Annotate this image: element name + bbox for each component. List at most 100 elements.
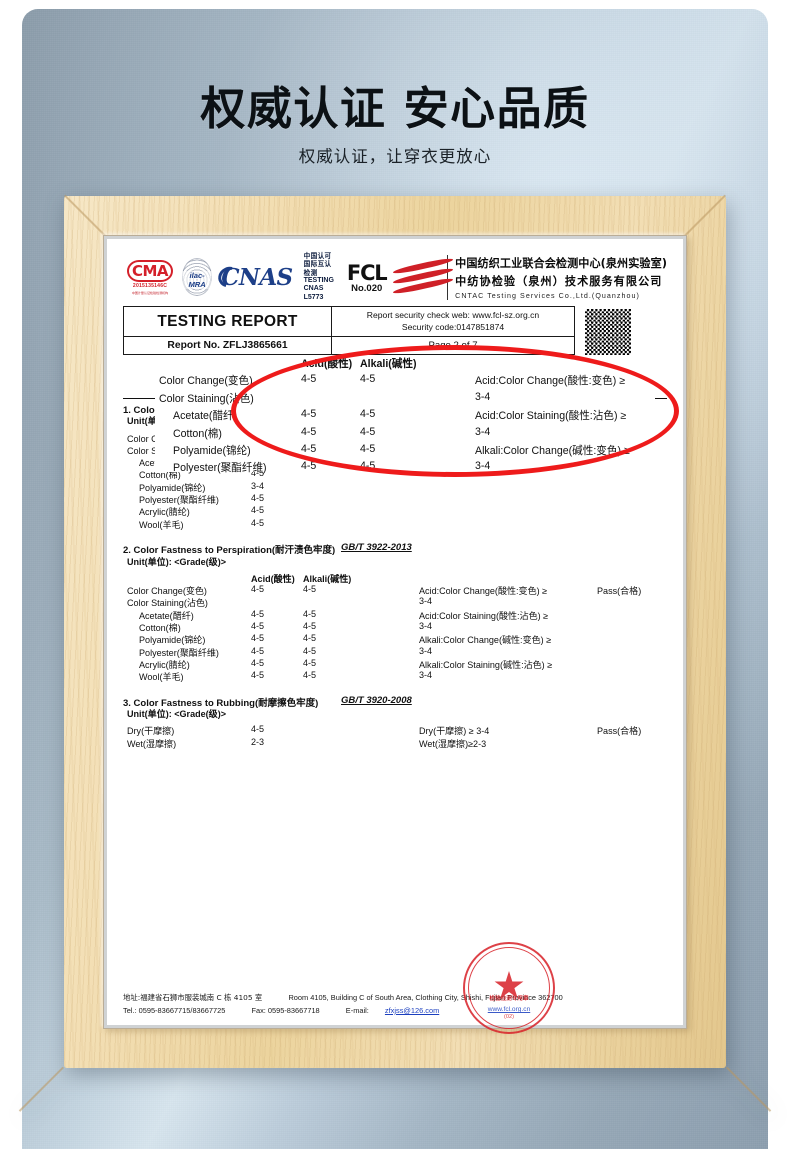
row-value-2: 4-5	[303, 608, 317, 619]
row-spacer	[123, 530, 667, 542]
row-spacer	[123, 683, 667, 695]
section-heading: 3. Color Fastness to Rubbing(耐摩擦色牢度) GB/T…	[123, 694, 667, 709]
row-label: Color Change(变色)	[159, 375, 253, 388]
seal-sub-text: 检验检测专用章	[489, 996, 529, 1002]
certificate-paper: CMA 2015135146C 中国计量认证检验检测机构 ilac-MRA CN…	[107, 239, 683, 1034]
row-value-1: 4-5	[251, 608, 265, 619]
result-row: Color Change(变色) 4-5 4-5 Acid:Color Change(…	[123, 584, 667, 596]
official-seal: 检验检测专用章 www.fcl.org.cn (02)	[463, 942, 555, 1034]
cnas-logo: CNAS	[214, 262, 293, 291]
row-requirement: 3-4	[475, 425, 491, 438]
cnas-cn-line3: 检测	[303, 268, 318, 277]
row-label: Acetate(醋纤)	[173, 410, 238, 423]
page-subheadline: 权威认证，让穿衣更放心	[298, 147, 492, 166]
row-value-2: 4-5	[360, 373, 376, 386]
org-name-cn-1: 中国纺织工业联合会检测中心(泉州实验室)	[455, 256, 667, 270]
result-row: Wool(羊毛) 4-5 4-5 3-4	[123, 670, 667, 682]
row-value-2: 4-5	[360, 425, 376, 438]
row-value-1: 4-5	[251, 670, 265, 681]
row-requirement: 3-4	[419, 645, 433, 656]
unit-label: Unit(单位): <Grade(级)>	[127, 709, 227, 720]
report-number-cell: Report No. ZFLJ3865661	[123, 336, 332, 355]
section-standard: GB/T 3922-2013	[341, 542, 412, 554]
section-standard: GB/T 3920-2008	[341, 694, 412, 706]
row-requirement: Alkali:Color Change(碱性:变色) ≥	[419, 635, 552, 646]
cnas-en-testing: TESTING	[303, 277, 334, 284]
callout-sub-headers: Acid(酸性) Alkali(碱性)	[155, 356, 655, 373]
row-value-2: 4-5	[303, 657, 317, 668]
footer-contact-line: Tel.: 0595-83667715/83667725 Fax: 0595-8…	[123, 1006, 667, 1015]
cma-logo: CMA 2015135146C 中国计量认证检验检测机构	[127, 259, 174, 295]
row-value-2: 4-5	[303, 621, 317, 632]
row-requirement: Acid:Color Change(酸性:变色) ≥	[475, 375, 626, 388]
row-value-1: 4-5	[251, 493, 265, 504]
callout-result-row: Acetate(醋纤) 4-5 4-5 Acid:Color Staining(酸性:…	[155, 408, 655, 425]
section-title: 2. Color Fastness to Perspiration(耐汗渍色牢度…	[123, 545, 336, 557]
document-footer: 地址:福建省石狮市服装城南 C 栋 4105 室 Room 4105, Buil…	[123, 992, 667, 1015]
row-value-1: 3-4	[251, 480, 265, 491]
row-value-2: 4-5	[303, 633, 317, 644]
row-value-1: 2-3	[251, 736, 265, 747]
row-label: Wool(羊毛)	[139, 672, 184, 683]
cnas-cn-line1: 中国认可	[303, 252, 332, 261]
section-unit: Unit(单位): <Grade(级)>	[123, 555, 667, 567]
row-label: Cotton(棉)	[173, 427, 222, 440]
row-value-2: 4-5	[303, 645, 317, 656]
row-label: Color Change(变色)	[127, 586, 207, 597]
row-label: Color Staining(沾色)	[159, 392, 254, 405]
row-value-1: 4-5	[251, 633, 265, 644]
footer-address-en: Room 4105, Building C of South Area, Clo…	[288, 993, 563, 1002]
row-value-1: 4-5	[301, 425, 317, 438]
callout-result-row: Color Staining(沾色) 3-4	[155, 391, 655, 408]
footer-email-link[interactable]: zfxjss@126.com	[384, 1006, 440, 1015]
callout-result-row: Polyester(聚酯纤维) 4-5 4-5 3-4	[155, 460, 655, 477]
row-value-2: 4-5	[360, 442, 376, 455]
row-requirement: Acid:Color Staining(酸性:沾色) ≥	[475, 410, 627, 423]
row-requirement: 3-4	[475, 390, 491, 403]
framed-certificate: CMA 2015135146C 中国计量认证检验检测机构 ilac-MRA CN…	[18, 194, 772, 1112]
callout-subhead-alkali: Alkali(碱性)	[360, 358, 417, 370]
row-requirement: 3-4	[419, 670, 433, 681]
row-value-2: 4-5	[360, 460, 376, 473]
row-label: Color Staining(沾色)	[127, 598, 208, 609]
row-label: Polyester(聚酯纤维)	[173, 462, 267, 475]
row-judgement: Pass(合格)	[597, 586, 642, 597]
subhead-acid: Acid(酸性)	[251, 573, 295, 584]
seal-inner-ring	[468, 947, 550, 1029]
security-check-cell: Report security check web: www.fcl-sz.or…	[331, 306, 575, 337]
result-row: Wool(羊毛) 4-5	[123, 518, 667, 530]
row-label: Polyamide(锦纶)	[139, 635, 206, 646]
row-label: Wet(湿摩擦)	[127, 738, 177, 749]
fcl-number: No.020	[351, 282, 383, 294]
result-row: Color Staining(沾色) 3-4	[123, 596, 667, 608]
cma-sublabel: 中国计量认证检验检测机构	[131, 290, 169, 295]
callout-result-row: Color Change(变色) 4-5 4-5 Acid:Color Change(…	[155, 373, 655, 390]
seal-website: www.fcl.org.cn	[487, 1006, 531, 1013]
cnas-code: CNAS L5773	[303, 285, 324, 301]
row-value-1: 4-5	[301, 408, 317, 421]
footer-email-label: E-mail:	[345, 1006, 369, 1015]
row-value-1: 4-5	[251, 584, 265, 595]
row-requirement: Alkali:Color Staining(碱性:沾色) ≥	[419, 659, 553, 670]
row-value-1: 4-5	[251, 621, 265, 632]
table-row: TESTING REPORT Report security check web…	[123, 306, 575, 337]
frame-mitre-top-right	[680, 194, 726, 240]
row-label: Cotton(棉)	[139, 470, 181, 481]
cnas-accreditation-text: 中国认可 国际互认 检测 TESTING CNAS L5773	[304, 252, 334, 302]
row-value-2: 4-5	[303, 584, 317, 595]
row-requirement: Dry(干摩擦) ≥ 3-4	[419, 726, 490, 737]
seal-number: (02)	[504, 1014, 514, 1020]
qr-code-icon	[585, 309, 631, 355]
result-row: Acrylic(腈纶) 4-5	[123, 505, 667, 517]
page-headline: 权威认证 安心品质	[200, 82, 590, 135]
report-title-cell: TESTING REPORT	[123, 306, 332, 337]
row-label: Wool(羊毛)	[139, 519, 184, 530]
row-value-1: 4-5	[251, 724, 265, 735]
accreditation-logos-row: CMA 2015135146C 中国计量认证检验检测机构 ilac-MRA CN…	[123, 251, 667, 303]
result-row: Wet(湿摩擦) 2-3 Wet(湿摩擦)≥2-3	[123, 737, 667, 749]
row-value-2: 4-5	[303, 670, 317, 681]
callout-subhead-acid: Acid(酸性)	[301, 358, 353, 370]
result-row: Polyamide(锦纶) 3-4	[123, 481, 667, 493]
section-unit: Unit(单位): <Grade(级)>	[123, 707, 667, 719]
org-name-en: CNTAC Testing Services Co.,Ltd.(Quanzhou…	[455, 291, 640, 300]
